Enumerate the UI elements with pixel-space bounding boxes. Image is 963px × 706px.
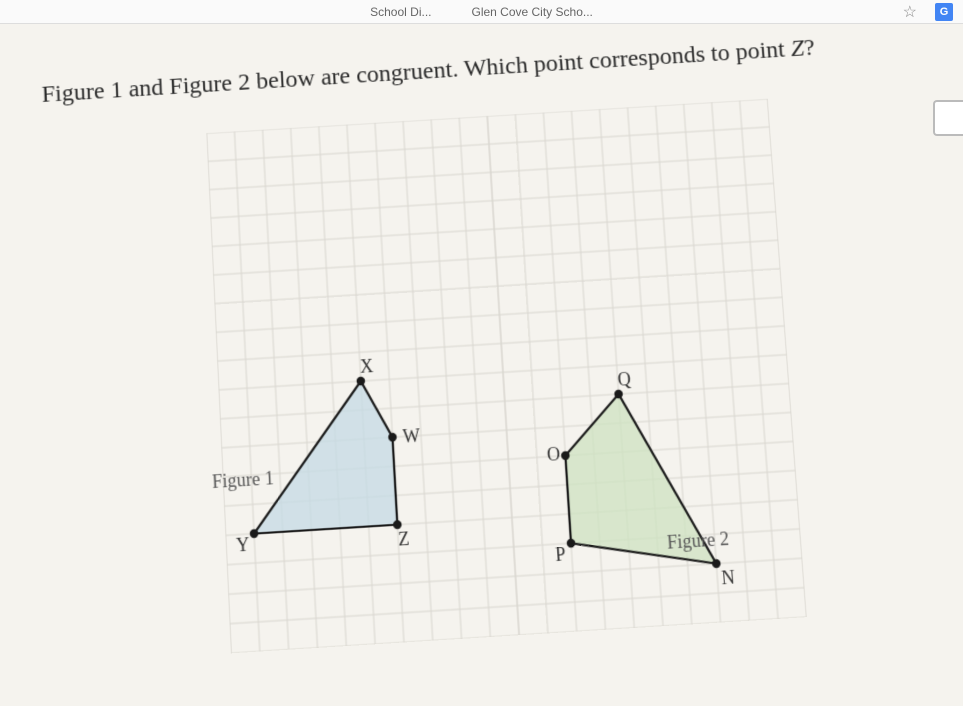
figure-1-label-y: Y: [235, 534, 249, 556]
figure-1-label-z: Z: [397, 528, 409, 550]
figure-canvas: X W Z Y Q O P N Figure 1 Figure 2: [206, 99, 806, 649]
grid-svg: X W Z Y Q O P N: [206, 99, 806, 654]
figure-2-label-q: Q: [616, 369, 631, 390]
question-text: Figure 1 and Figure 2 below are congruen…: [41, 23, 926, 113]
browser-tab-2[interactable]: Glen Cove City Scho...: [471, 5, 592, 19]
figure-1-label: Figure 1: [212, 468, 275, 494]
browser-tab-1[interactable]: School Di...: [370, 5, 431, 19]
figure-1-label-x: X: [359, 356, 373, 377]
figure-2-label-n: N: [720, 567, 735, 589]
figure-2-label: Figure 2: [666, 528, 729, 554]
figure-1-polygon: [246, 379, 396, 533]
question-prefix: Figure 1 and Figure 2 below are congruen…: [41, 36, 792, 108]
page-content: Figure 1 and Figure 2 below are congruen…: [0, 1, 963, 662]
figure-1-label-w: W: [402, 425, 421, 447]
figure-2-label-o: O: [546, 443, 561, 465]
question-suffix: ?: [803, 35, 816, 62]
figure-2-label-p: P: [554, 544, 566, 566]
